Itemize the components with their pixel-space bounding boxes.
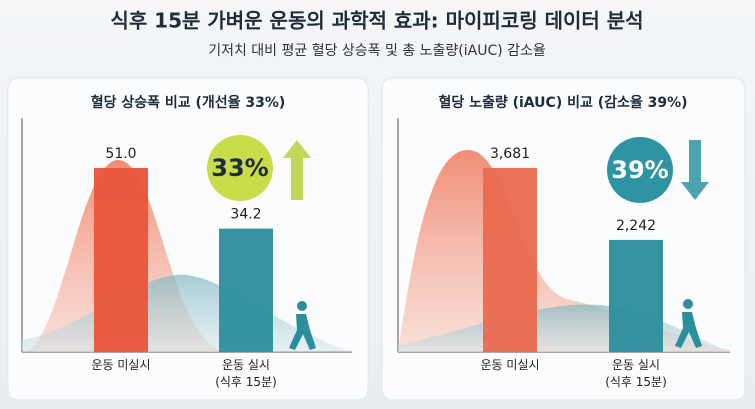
curve — [398, 150, 730, 352]
value-label: 34.2 — [230, 207, 261, 223]
badge-label: 33% — [211, 154, 268, 182]
bar — [483, 168, 537, 352]
x-tick-label: 운동 실시 (식후 15분) — [215, 358, 277, 389]
chart-title: 혈당 노출량 (iAUC) 비교 (감소율 39%) — [438, 94, 687, 111]
x-tick-label: 운동 미실시 — [480, 358, 540, 372]
x-tick-label: 운동 미실시 — [91, 358, 151, 372]
bar — [609, 239, 663, 352]
badge — [607, 137, 673, 203]
bar — [94, 168, 148, 352]
arrow-icon — [283, 140, 311, 200]
value-label: 51.0 — [105, 146, 136, 162]
chart-title: 혈당 상승폭 비교 (개선율 33%) — [91, 94, 286, 111]
walker-icon — [675, 299, 702, 348]
page-title: 식후 15분 가벼운 운동의 과학적 효과: 마이피코링 데이터 분석 — [110, 9, 643, 33]
value-label: 2,242 — [616, 218, 656, 234]
walker-icon — [289, 301, 316, 350]
badge-label: 39% — [611, 156, 668, 184]
arrow-icon — [681, 140, 709, 200]
badge — [207, 135, 273, 201]
value-label: 3,681 — [490, 146, 530, 162]
page-subtitle: 기저치 대비 평균 혈당 상승폭 및 총 노출량(iAUC) 감소율 — [208, 43, 546, 59]
x-tick-label: 운동 실시 (식후 15분) — [605, 358, 667, 389]
bar — [219, 228, 273, 352]
